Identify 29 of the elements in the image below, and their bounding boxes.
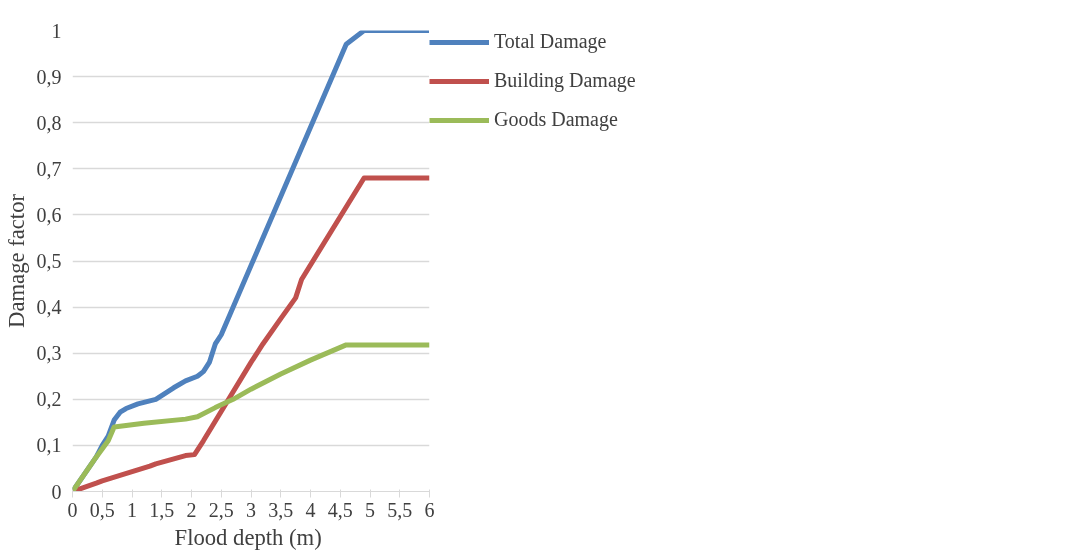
y-tick-label: 1 — [51, 19, 62, 42]
x-tick-label: 3,5 — [268, 498, 294, 521]
y-tick-label: 0 — [51, 480, 62, 503]
y-tick-label: 0,5 — [36, 250, 62, 272]
x-tick-label: 2 — [186, 498, 197, 521]
x-tick-label: 5 — [365, 498, 375, 521]
x-tick-label: 2,5 — [208, 498, 234, 521]
x-tick-label: 3 — [246, 498, 256, 521]
legend-label: Goods Damage — [494, 108, 618, 131]
y-tick-label: 0,2 — [36, 388, 62, 411]
x-tick-label: 0,5 — [89, 498, 115, 521]
x-tick-label: 4,5 — [327, 498, 353, 521]
y-tick-label: 0,8 — [36, 111, 62, 134]
legend-label: Building Damage — [494, 69, 636, 92]
y-tick-label: 0,1 — [36, 434, 62, 457]
x-tick-label: 4 — [305, 498, 316, 521]
y-tick-label: 0,4 — [36, 296, 62, 319]
y-tick-label: 0,7 — [36, 157, 62, 180]
x-tick-label: 6 — [424, 498, 435, 521]
x-tick-label: 1 — [127, 498, 137, 521]
legend-label: Total Damage — [494, 30, 607, 53]
y-axis-title: Damage factor — [3, 193, 29, 328]
y-tick-label: 0,9 — [36, 65, 62, 88]
y-tick-label: 0,6 — [36, 203, 62, 226]
x-tick-label: 0 — [67, 498, 78, 521]
x-axis-title: Flood depth (m) — [174, 524, 322, 550]
x-tick-label: 5,5 — [387, 498, 413, 521]
y-tick-label: 0,3 — [36, 342, 62, 365]
x-tick-label: 1,5 — [149, 498, 175, 521]
